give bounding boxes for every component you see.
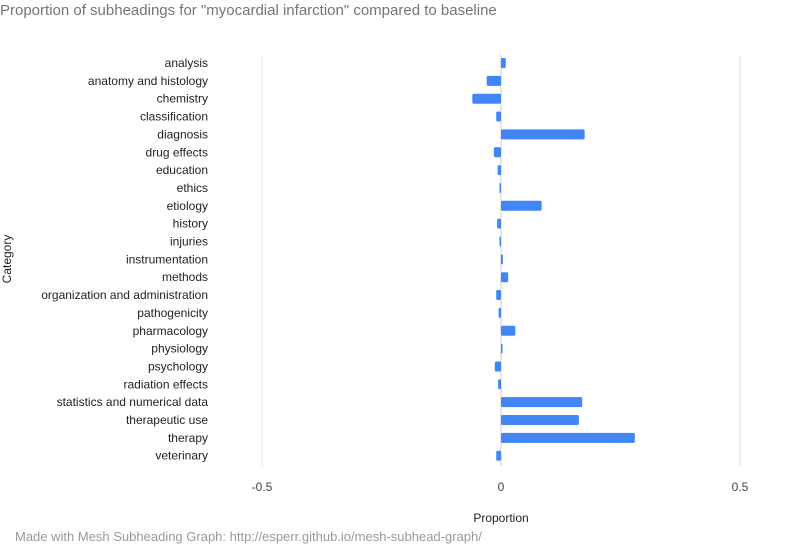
x-tick-label: 0.5 <box>732 480 749 494</box>
category-label: etiology <box>167 199 208 213</box>
bar-therapy <box>501 432 635 443</box>
category-label: injuries <box>170 235 208 249</box>
category-label: psychology <box>148 359 208 373</box>
category-label: pharmacology <box>133 324 208 338</box>
bar-education <box>497 165 501 176</box>
y-axis-title: Category <box>0 235 14 284</box>
bar-anatomy-and-histology <box>486 75 501 86</box>
bar-ethics <box>499 182 501 193</box>
category-label: methods <box>162 270 208 284</box>
category-label: history <box>173 217 208 231</box>
bar-diagnosis <box>501 129 585 140</box>
bar-analysis <box>501 58 506 68</box>
chart-title: Proportion of subheadings for "myocardia… <box>0 2 497 19</box>
category-label: therapeutic use <box>126 413 208 427</box>
bar-history <box>497 218 501 229</box>
x-tick-label: -0.5 <box>252 480 273 494</box>
category-label: instrumentation <box>126 252 208 266</box>
bar-pharmacology <box>501 325 516 336</box>
bar-therapeutic-use <box>501 415 579 425</box>
label-layer: -0.5 0 0.5 analysis anatomy and histology che… <box>41 56 748 494</box>
category-label: classification <box>140 110 208 124</box>
category-label: anatomy and histology <box>88 74 208 88</box>
footer-credit: Made with Mesh Subheading Graph: http://… <box>15 529 482 544</box>
category-label: diagnosis <box>157 127 208 141</box>
category-label: analysis <box>165 56 208 70</box>
category-label: drug effects <box>146 145 208 159</box>
category-label: statistics and numerical data <box>57 395 209 409</box>
category-label: chemistry <box>157 92 208 106</box>
bar-layer <box>472 58 635 461</box>
bar-statistics-and-numerical-data <box>501 397 583 408</box>
x-tick-label: 0 <box>498 480 505 494</box>
bar-pathogenicity <box>498 307 501 318</box>
bar-veterinary <box>496 450 501 461</box>
category-label: veterinary <box>155 449 208 463</box>
bar-drug-effects <box>493 147 501 158</box>
bar-physiology <box>501 343 503 354</box>
bar-radiation-effects <box>498 379 501 390</box>
bar-instrumentation <box>501 254 503 265</box>
category-label: organization and administration <box>41 288 208 302</box>
category-label: physiology <box>151 342 208 356</box>
bar-chemistry <box>472 93 501 104</box>
category-label: ethics <box>177 181 208 195</box>
bar-psychology <box>494 361 501 372</box>
bar-injuries <box>499 236 501 247</box>
x-axis-title: Proportion <box>473 511 528 525</box>
category-label: therapy <box>168 431 208 445</box>
bar-classification <box>496 111 501 122</box>
category-label: education <box>156 163 208 177</box>
bar-etiology <box>501 200 542 211</box>
category-label: radiation effects <box>124 377 209 391</box>
bar-organization-and-administration <box>496 290 501 301</box>
category-label: pathogenicity <box>137 306 208 320</box>
bar-methods <box>501 272 509 283</box>
